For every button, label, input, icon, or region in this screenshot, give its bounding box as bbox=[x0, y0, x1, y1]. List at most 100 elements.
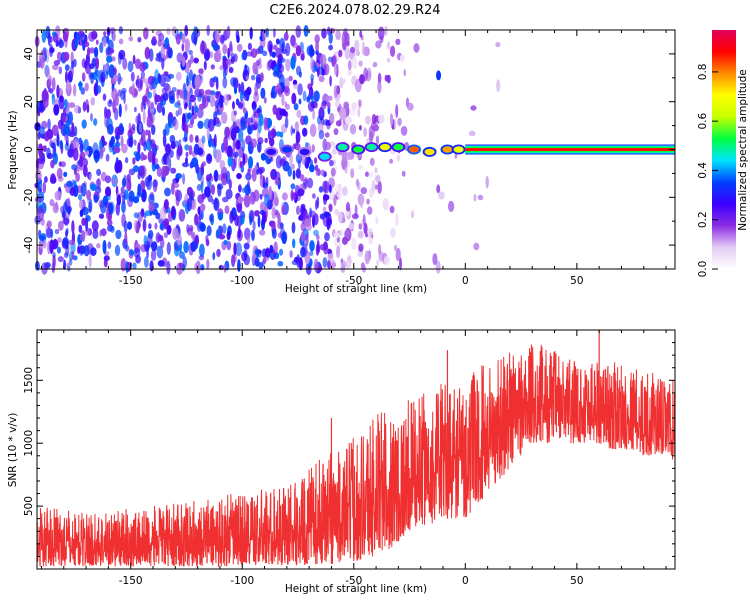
snr-x-tick-label: 50 bbox=[570, 575, 583, 587]
noise-blob bbox=[296, 109, 302, 118]
noise-blob bbox=[281, 205, 286, 216]
noise-blob bbox=[279, 158, 286, 167]
signal-clump bbox=[337, 143, 348, 151]
noise-blob bbox=[64, 64, 70, 72]
noise-blob bbox=[222, 44, 228, 55]
noise-blob bbox=[126, 137, 133, 147]
noise-blob bbox=[78, 81, 83, 88]
noise-blob bbox=[345, 41, 350, 47]
noise-blob bbox=[78, 193, 83, 201]
noise-blob bbox=[62, 217, 70, 225]
noise-blob bbox=[278, 53, 283, 63]
noise-blob bbox=[178, 262, 183, 268]
noise-blob bbox=[131, 123, 136, 131]
noise-blob bbox=[197, 221, 205, 230]
noise-blob bbox=[187, 197, 192, 212]
noise-blob bbox=[64, 142, 70, 151]
noise-blob bbox=[334, 63, 337, 76]
noise-blob bbox=[297, 188, 305, 197]
noise-blob bbox=[384, 25, 388, 36]
noise-blob bbox=[306, 177, 314, 189]
noise-blob bbox=[156, 166, 162, 177]
noise-blob bbox=[243, 242, 250, 250]
noise-blob bbox=[269, 252, 274, 259]
noise-blob bbox=[162, 92, 169, 101]
noise-blob bbox=[273, 241, 278, 255]
noise-blob bbox=[210, 184, 215, 195]
noise-blob bbox=[335, 29, 341, 41]
noise-blob bbox=[151, 241, 158, 252]
snr-x-tick-label: 0 bbox=[462, 575, 469, 587]
noise-blob bbox=[187, 112, 193, 120]
noise-blob bbox=[137, 82, 142, 93]
noise-blob bbox=[369, 157, 375, 166]
noise-blob bbox=[231, 158, 236, 172]
snr-y-ticks: 500 1000 1500 bbox=[23, 329, 675, 570]
noise-blob bbox=[95, 78, 99, 86]
noise-blob bbox=[256, 108, 261, 114]
noise-blob bbox=[247, 168, 251, 175]
noise-blob bbox=[65, 70, 68, 84]
spectrogram-y-tick-label: 0 bbox=[23, 146, 35, 153]
snr-y-axis-label: SNR (10 * v/v) bbox=[7, 413, 19, 488]
noise-blob bbox=[372, 61, 378, 68]
snr-x-axis-label: Height of straight line (km) bbox=[285, 583, 427, 595]
noise-blob bbox=[252, 220, 256, 231]
noise-blob bbox=[34, 122, 41, 132]
noise-blob bbox=[102, 93, 107, 101]
noise-blob bbox=[219, 160, 226, 170]
noise-blob bbox=[323, 211, 331, 218]
noise-blob bbox=[318, 106, 325, 121]
noise-blob bbox=[223, 263, 227, 273]
noise-blob bbox=[63, 171, 68, 177]
noise-blob bbox=[188, 99, 192, 111]
noise-blob bbox=[318, 75, 325, 83]
noise-blob bbox=[111, 143, 115, 151]
noise-blob bbox=[127, 221, 133, 230]
noise-blob bbox=[222, 196, 229, 203]
noise-blob bbox=[192, 231, 196, 243]
noise-blob bbox=[53, 103, 60, 116]
noise-blob bbox=[73, 180, 77, 186]
noise-blob bbox=[233, 242, 237, 256]
noise-blob bbox=[201, 135, 206, 144]
noise-blob bbox=[141, 95, 148, 103]
noise-blob bbox=[96, 168, 102, 176]
noise-blob bbox=[262, 175, 266, 189]
noise-blob bbox=[291, 221, 296, 234]
noise-blob bbox=[314, 65, 318, 72]
noise-blob bbox=[347, 69, 352, 76]
noise-blob bbox=[393, 244, 398, 252]
noise-blob bbox=[43, 239, 47, 249]
noise-blob bbox=[368, 171, 374, 178]
noise-blob bbox=[324, 232, 330, 242]
noise-blob bbox=[295, 168, 302, 179]
noise-blob bbox=[194, 105, 199, 113]
noise-blob bbox=[216, 248, 221, 258]
noise-blob bbox=[247, 42, 252, 51]
noise-blob bbox=[50, 228, 54, 239]
noise-blob bbox=[199, 41, 207, 55]
noise-blob bbox=[318, 186, 324, 193]
noise-blob bbox=[277, 232, 283, 239]
noise-blob bbox=[235, 126, 240, 134]
noise-blob bbox=[83, 164, 88, 178]
noise-blob bbox=[204, 89, 212, 95]
noise-blob bbox=[44, 176, 48, 183]
noise-blob bbox=[361, 41, 365, 56]
noise-blob bbox=[264, 248, 271, 258]
noise-blob bbox=[48, 75, 52, 87]
noise-blob bbox=[81, 119, 87, 129]
snr-line bbox=[36, 344, 676, 568]
noise-blob bbox=[206, 225, 212, 237]
noise-blob bbox=[206, 127, 210, 141]
spectrogram-y-axis-label: Frequency (Hz) bbox=[7, 110, 19, 189]
noise-blob bbox=[267, 130, 272, 141]
noise-blob bbox=[349, 124, 357, 135]
noise-blob bbox=[143, 27, 149, 40]
noise-blob bbox=[328, 204, 333, 213]
noise-blob bbox=[284, 77, 290, 90]
noise-blob bbox=[104, 186, 112, 197]
noise-blob bbox=[38, 235, 46, 241]
noise-blob bbox=[107, 224, 114, 232]
